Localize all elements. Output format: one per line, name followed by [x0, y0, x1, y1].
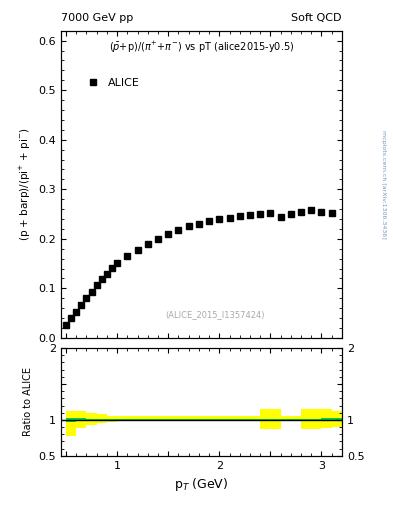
Text: $(\bar{p}$+p)/($\pi^{+}$+$\pi^{-}$) vs pT (alice2015-y0.5): $(\bar{p}$+p)/($\pi^{+}$+$\pi^{-}$) vs p… — [109, 40, 294, 55]
ALICE — [125, 253, 130, 259]
ALICE — [217, 216, 222, 222]
ALICE — [227, 215, 232, 221]
ALICE — [196, 221, 201, 227]
ALICE — [309, 207, 314, 213]
ALICE — [110, 265, 114, 271]
ALICE — [248, 212, 252, 218]
ALICE — [94, 282, 99, 288]
ALICE — [166, 231, 171, 237]
ALICE — [99, 276, 104, 283]
X-axis label: p$_{T}$ (GeV): p$_{T}$ (GeV) — [174, 476, 229, 493]
ALICE — [278, 214, 283, 220]
ALICE — [156, 236, 160, 242]
ALICE — [74, 309, 79, 315]
ALICE — [105, 270, 109, 276]
ALICE — [89, 289, 94, 295]
ALICE — [319, 208, 324, 215]
ALICE — [84, 295, 89, 302]
Text: mcplots.cern.ch [arXiv:1306.3436]: mcplots.cern.ch [arXiv:1306.3436] — [381, 130, 386, 239]
Y-axis label: Ratio to ALICE: Ratio to ALICE — [23, 368, 33, 436]
ALICE — [268, 210, 273, 216]
Line: ALICE: ALICE — [63, 207, 334, 327]
ALICE — [329, 210, 334, 216]
ALICE — [135, 247, 140, 253]
ALICE — [176, 227, 181, 233]
Legend: ALICE: ALICE — [78, 73, 144, 92]
ALICE — [69, 315, 73, 321]
ALICE — [237, 213, 242, 219]
Y-axis label: (p + barp)/(pi$^{+}$ + pi$^{-}$): (p + barp)/(pi$^{+}$ + pi$^{-}$) — [18, 127, 33, 241]
Text: 7000 GeV pp: 7000 GeV pp — [61, 13, 133, 23]
ALICE — [207, 219, 211, 225]
ALICE — [186, 223, 191, 229]
ALICE — [79, 302, 84, 308]
ALICE — [115, 260, 119, 266]
ALICE — [258, 211, 263, 217]
ALICE — [288, 211, 293, 217]
ALICE — [145, 241, 150, 247]
Text: Soft QCD: Soft QCD — [292, 13, 342, 23]
ALICE — [64, 322, 68, 328]
Text: (ALICE_2015_I1357424): (ALICE_2015_I1357424) — [166, 310, 265, 319]
ALICE — [299, 208, 303, 215]
